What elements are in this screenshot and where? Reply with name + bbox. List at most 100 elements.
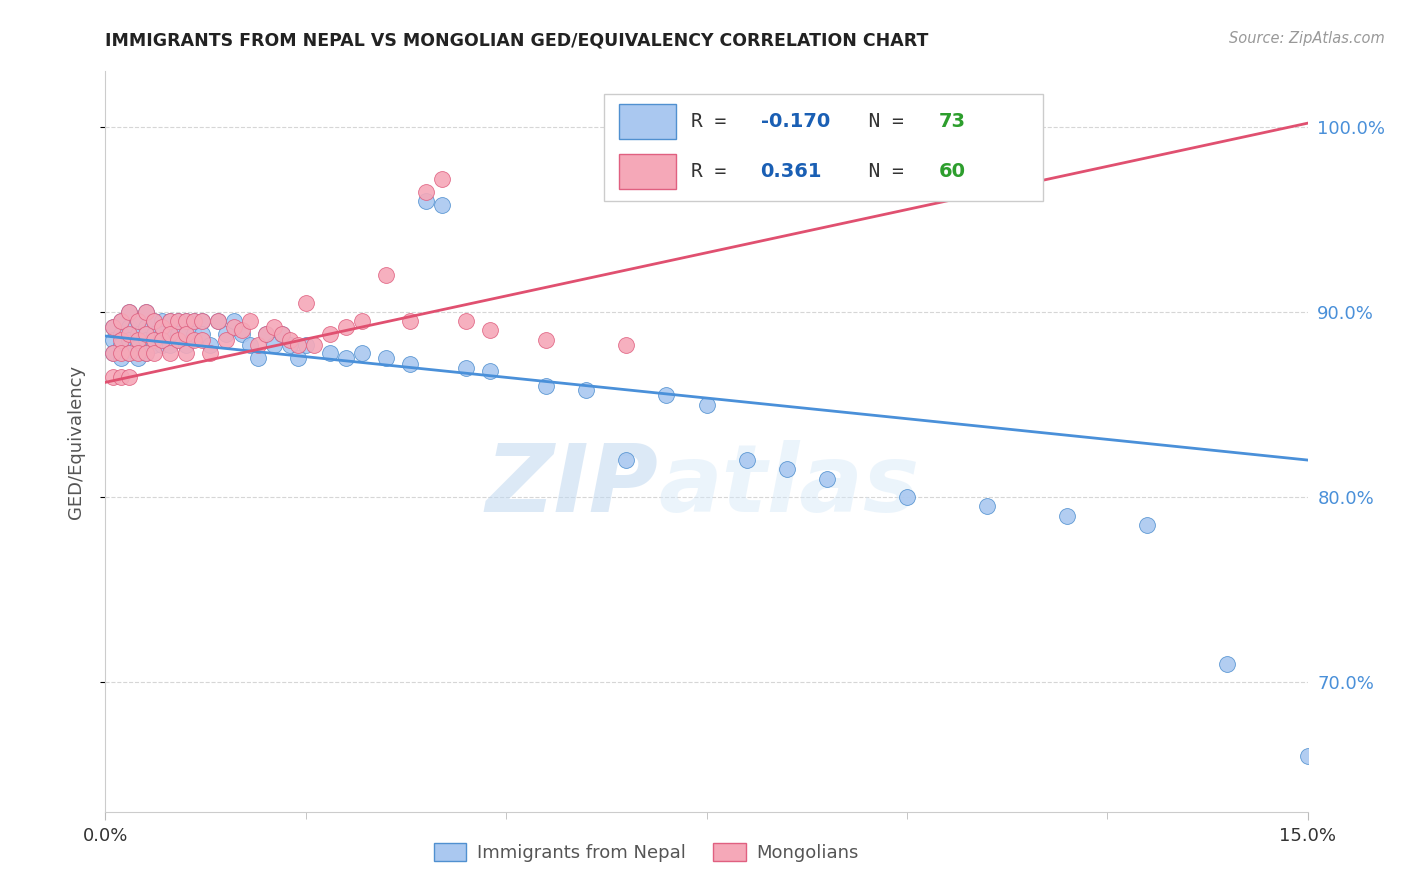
Point [319, 327, 342, 342]
Point [335, 319, 357, 334]
Point [142, 314, 165, 328]
Point [103, 319, 125, 334]
FancyBboxPatch shape [605, 94, 1043, 201]
Point [183, 314, 205, 328]
Point [110, 369, 132, 384]
Point [174, 327, 197, 342]
Point [207, 314, 229, 328]
Point [214, 327, 236, 342]
Text: Source: ZipAtlas.com: Source: ZipAtlas.com [1229, 31, 1385, 46]
Point [159, 327, 181, 342]
Point [295, 295, 318, 310]
Point [110, 314, 132, 328]
Point [335, 351, 357, 366]
Point [302, 338, 325, 352]
Point [198, 338, 221, 352]
Point [214, 333, 236, 347]
Point [263, 319, 285, 334]
Point [270, 327, 292, 342]
Point [110, 333, 132, 347]
Text: 0.361: 0.361 [761, 161, 823, 181]
Point [735, 453, 758, 467]
Point [127, 314, 149, 328]
Point [616, 453, 638, 467]
Legend: Immigrants from Nepal, Mongolians: Immigrants from Nepal, Mongolians [426, 836, 866, 870]
Point [166, 327, 188, 342]
Point [174, 345, 197, 359]
Point [776, 462, 799, 476]
Point [270, 327, 292, 342]
Point [246, 351, 269, 366]
Point [127, 314, 149, 328]
Point [278, 333, 301, 347]
Text: 60: 60 [939, 161, 966, 181]
Text: ZIP: ZIP [485, 440, 658, 532]
Point [103, 345, 125, 359]
Point [150, 333, 173, 347]
Point [150, 327, 173, 342]
Point [135, 305, 157, 319]
Point [135, 345, 157, 359]
Point [374, 268, 398, 282]
Point [166, 333, 188, 347]
Point [239, 314, 262, 328]
Point [110, 338, 132, 352]
Text: N =: N = [845, 112, 915, 131]
Point [263, 338, 285, 352]
Point [190, 327, 212, 342]
Point [103, 319, 125, 334]
Point [278, 338, 301, 352]
Point [118, 345, 141, 359]
Point [166, 314, 188, 328]
Text: -0.170: -0.170 [761, 112, 830, 131]
Point [135, 305, 157, 319]
Point [190, 314, 212, 328]
Point [135, 319, 157, 334]
Point [150, 338, 173, 352]
Text: 73: 73 [939, 112, 966, 131]
Point [374, 351, 398, 366]
Point [696, 397, 718, 411]
Point [479, 364, 502, 378]
Text: IMMIGRANTS FROM NEPAL VS MONGOLIAN GED/EQUIVALENCY CORRELATION CHART: IMMIGRANTS FROM NEPAL VS MONGOLIAN GED/E… [105, 31, 929, 49]
Point [350, 314, 373, 328]
Point [254, 327, 277, 342]
Text: R =: R = [690, 161, 749, 181]
Point [190, 333, 212, 347]
Point [110, 345, 132, 359]
Point [295, 338, 318, 352]
FancyBboxPatch shape [619, 104, 676, 139]
Point [239, 338, 262, 352]
Point [479, 323, 502, 337]
Point [127, 327, 149, 342]
Point [159, 338, 181, 352]
Point [1136, 517, 1159, 532]
Point [174, 314, 197, 328]
Point [127, 345, 149, 359]
Text: atlas: atlas [658, 440, 920, 532]
Point [103, 333, 125, 347]
Point [135, 345, 157, 359]
Point [142, 338, 165, 352]
Point [118, 319, 141, 334]
Point [127, 351, 149, 366]
Point [103, 345, 125, 359]
Point [135, 333, 157, 347]
Point [183, 333, 205, 347]
Text: N =: N = [845, 161, 915, 181]
Point [976, 500, 998, 514]
Point [1216, 657, 1239, 671]
Point [198, 345, 221, 359]
Point [159, 345, 181, 359]
Point [118, 333, 141, 347]
Point [166, 314, 188, 328]
Point [110, 327, 132, 342]
Point [142, 345, 165, 359]
Point [575, 383, 598, 397]
Point [118, 305, 141, 319]
Point [127, 333, 149, 347]
FancyBboxPatch shape [619, 153, 676, 189]
Point [110, 351, 132, 366]
Point [159, 314, 181, 328]
Point [159, 327, 181, 342]
